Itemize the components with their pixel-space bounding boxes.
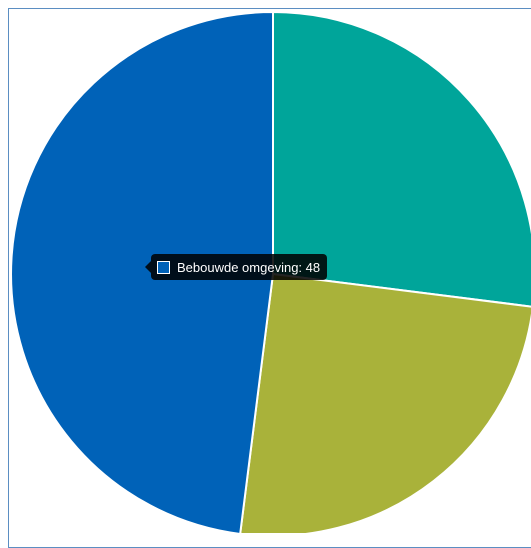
pie-slice-2[interactable] xyxy=(239,272,531,533)
tooltip-text: Bebouwde omgeving: 48 xyxy=(177,259,321,275)
pie-chart xyxy=(10,10,531,533)
pie-slice-1[interactable] xyxy=(272,10,531,308)
pie-slice-3[interactable] xyxy=(10,10,274,533)
chart-tooltip: Bebouwde omgeving: 48 xyxy=(144,254,328,280)
tooltip-color-swatch xyxy=(157,260,170,274)
